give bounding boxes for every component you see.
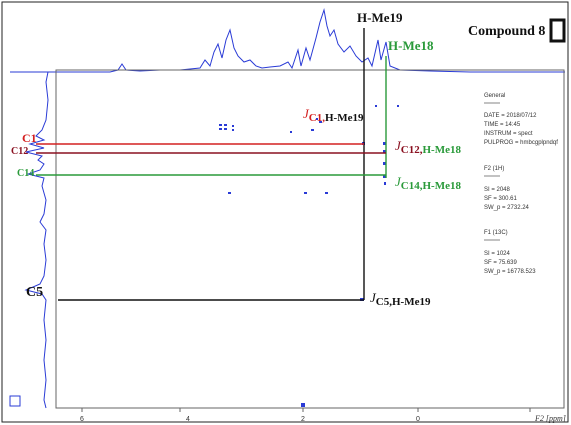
params-general-line: DATE = 2018/07/12: [484, 113, 537, 119]
label-c14: C14: [17, 168, 34, 179]
x-tick-0: 0: [416, 416, 420, 423]
coupling-c1: JC1,H-Me19: [303, 106, 364, 124]
coupling-c14: JC14,H-Me18: [395, 174, 461, 192]
label-h-me19: H-Me19: [357, 10, 403, 25]
params-f1-title: F1 (13C): [484, 230, 508, 236]
label-h-me18: H-Me18: [388, 38, 434, 53]
x-tick-6: 6: [80, 416, 84, 423]
plot-frame: [55, 69, 565, 409]
params-general-line: INSTRUM = spect: [484, 131, 533, 137]
parameter-panel: General DATE = 2018/07/12 TIME = 14:45 I…: [484, 93, 558, 275]
top-projection-spectrum: [10, 8, 565, 73]
coupling-c5: JC5,H-Me19: [370, 290, 431, 308]
compound-label: Compound 8: [468, 24, 545, 39]
cross-peaks: [219, 105, 399, 407]
params-f1-line: SW_p = 16778.523: [484, 269, 536, 275]
params-f1-line: SF = 75.639: [484, 260, 518, 266]
params-general-title: General: [484, 93, 505, 99]
label-c1: C1: [22, 131, 37, 145]
label-c5: C5: [26, 285, 43, 300]
params-f2-line: SI = 2048: [484, 187, 511, 193]
x-axis-ticks: [81, 408, 531, 412]
left-projection-spectrum: [24, 71, 49, 409]
params-f2-title: F2 (1H): [484, 166, 504, 172]
params-f1-line: SI = 1024: [484, 251, 511, 257]
label-c12: C12: [11, 146, 28, 157]
coupling-c12: JC12,H-Me18: [395, 138, 461, 156]
compound-label-box: [549, 18, 566, 43]
x-axis-unit: F2 [ppm]: [534, 414, 566, 423]
params-general-line: PULPROG = hmbcgplpndqf: [484, 140, 558, 146]
params-f2-line: SF = 300.61: [484, 196, 518, 202]
x-tick-4: 4: [186, 416, 190, 423]
corner-marker: [9, 395, 21, 407]
x-tick-2: 2: [301, 416, 305, 423]
params-general-line: TIME = 14:45: [484, 122, 521, 128]
params-f2-line: SW_p = 2732.24: [484, 205, 530, 211]
